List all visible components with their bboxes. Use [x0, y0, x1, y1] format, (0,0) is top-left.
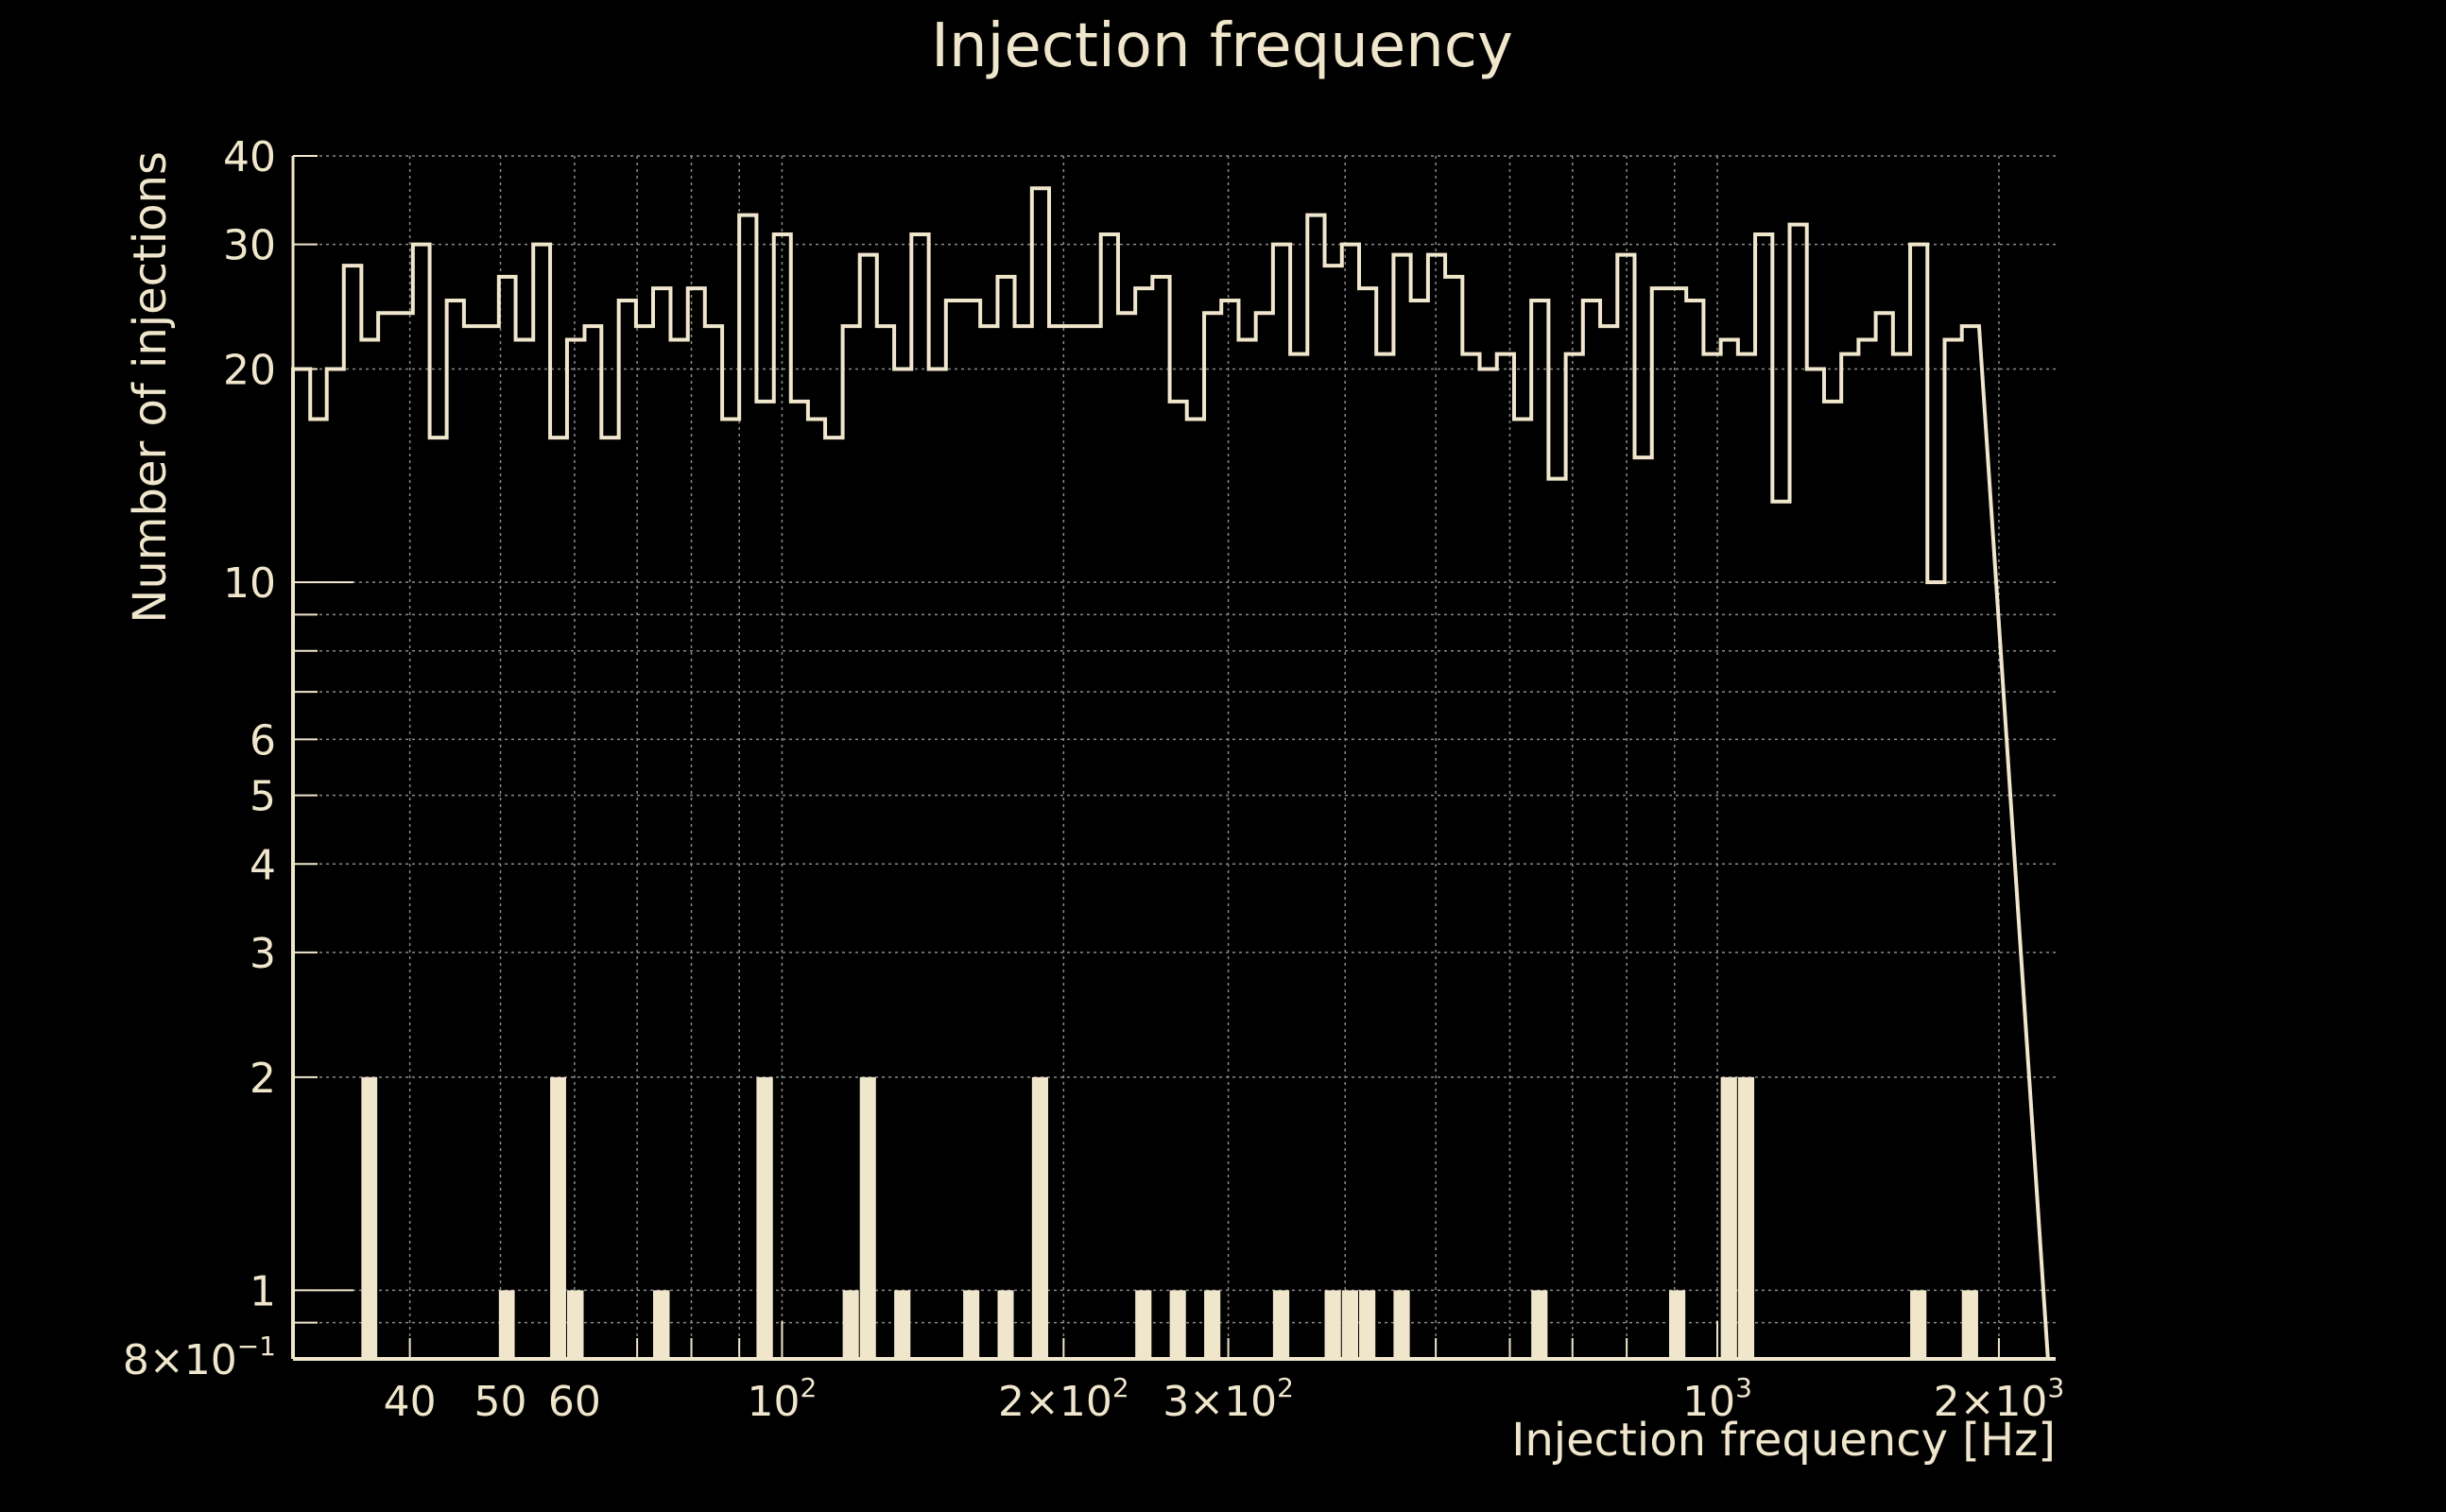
histogram-bar	[894, 1290, 911, 1359]
chart-title: Injection frequency	[931, 11, 1513, 81]
histogram-bar	[1169, 1290, 1186, 1359]
y-tick-label: 5	[250, 773, 276, 821]
y-tick-label: 40	[223, 133, 276, 181]
histogram-bar	[997, 1290, 1014, 1359]
y-tick-label: 20	[223, 347, 276, 395]
axes	[291, 155, 2056, 1361]
step-histogram-line	[291, 186, 2050, 1360]
histogram-bar	[1272, 1290, 1290, 1359]
histogram-bar	[859, 1076, 876, 1359]
y-tick-label: 8×10−1	[123, 1331, 276, 1384]
x-tick-label: 2×102	[998, 1372, 1129, 1426]
bar-series	[361, 1076, 1978, 1359]
histogram-bar	[1324, 1290, 1341, 1359]
x-tick-label: 3×102	[1163, 1372, 1294, 1426]
histogram-bar	[1204, 1290, 1221, 1359]
histogram-bar	[1720, 1076, 1737, 1359]
y-tick-label: 1	[250, 1267, 276, 1315]
grid	[293, 155, 2056, 1359]
x-tick-label: 60	[548, 1378, 601, 1426]
x-tick-label: 2×103	[1934, 1372, 2065, 1426]
histogram-bar	[1910, 1290, 1927, 1359]
y-tick-label: 2	[250, 1055, 276, 1103]
y-tick-label: 3	[250, 930, 276, 978]
histogram-bar	[550, 1076, 566, 1359]
histogram-bar	[1359, 1290, 1376, 1359]
histogram-bar	[1737, 1076, 1755, 1359]
histogram-bar	[1531, 1290, 1548, 1359]
histogram-bar	[756, 1076, 773, 1359]
y-tick-label: 4	[250, 841, 276, 889]
histogram-bar	[361, 1076, 378, 1359]
histogram-bar	[1668, 1290, 1686, 1359]
y-tick-label: 6	[250, 716, 276, 765]
x-tick-label: 40	[384, 1378, 437, 1426]
histogram-bar	[1393, 1290, 1410, 1359]
x-tick-label: 102	[748, 1372, 818, 1426]
histogram-bar	[963, 1290, 980, 1359]
histogram-bar	[1961, 1290, 1978, 1359]
x-tick-label: 50	[474, 1378, 527, 1426]
tick-labels: 40 50 60 102 2×102 3×102 103 2×103 8×10−1 1 2 3 4 5 6 1…	[123, 133, 2064, 1426]
histogram-bar	[566, 1290, 584, 1359]
y-tick-label: 30	[223, 222, 276, 270]
histogram-bar	[1031, 1076, 1049, 1359]
histogram-bar	[1135, 1290, 1152, 1359]
y-tick-label: 10	[223, 559, 276, 608]
histogram-bar	[653, 1290, 670, 1359]
histogram-bar	[498, 1290, 515, 1359]
x-tick-label: 103	[1682, 1372, 1752, 1426]
y-axis-label: Number of injections	[124, 151, 177, 624]
histogram-bar	[842, 1290, 859, 1359]
x-axis-label: Injection frequency [Hz]	[1511, 1414, 2056, 1467]
